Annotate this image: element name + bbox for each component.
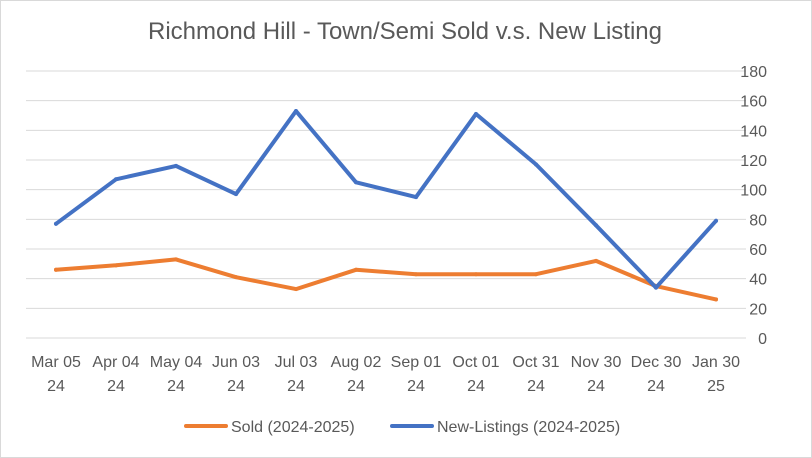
series-line-1 (54, 109, 718, 290)
x-tick-label: Aug 02 (331, 354, 382, 371)
series-line-0 (54, 257, 718, 302)
y-tick-label: 80 (749, 212, 767, 229)
data-point (294, 109, 298, 114)
x-tick-label-year: 24 (347, 378, 365, 395)
y-tick-label: 140 (740, 123, 767, 140)
data-point (294, 287, 298, 292)
y-axis-ticks: 0 20 40 60 80 100 120 140 160 180 (740, 64, 767, 348)
data-point (354, 180, 358, 185)
data-point (354, 267, 358, 272)
gridlines (26, 70, 746, 339)
x-tick-label-year: 24 (167, 378, 185, 395)
y-tick-label: 100 (740, 183, 767, 200)
data-point (54, 221, 58, 226)
data-point (714, 297, 718, 302)
data-point (654, 285, 658, 290)
y-tick-label: 40 (749, 272, 767, 289)
x-tick-label: Nov 30 (571, 354, 622, 371)
y-tick-label: 20 (749, 301, 767, 318)
series-lines (54, 109, 718, 302)
x-tick-label-year: 24 (47, 378, 65, 395)
y-tick-label: 0 (758, 331, 767, 348)
data-point (594, 223, 598, 228)
x-tick-label: Oct 31 (512, 354, 559, 371)
y-tick-label: 120 (740, 153, 767, 170)
x-tick-label-year: 24 (107, 378, 125, 395)
x-tick-label: Apr 04 (92, 354, 139, 371)
x-tick-label-year: 24 (647, 378, 665, 395)
data-point (114, 177, 118, 182)
data-point (114, 263, 118, 268)
x-tick-label: Oct 01 (452, 354, 499, 371)
y-tick-label: 60 (749, 242, 767, 259)
data-point (534, 272, 538, 277)
data-point (234, 275, 238, 280)
x-tick-label-year: 24 (587, 378, 605, 395)
x-tick-label: Jun 03 (212, 354, 260, 371)
data-point (174, 257, 178, 262)
x-tick-label-year: 24 (407, 378, 425, 395)
x-tick-label-year: 25 (707, 378, 725, 395)
x-tick-label-year: 24 (527, 378, 545, 395)
x-tick-label: Jan 30 (692, 354, 740, 371)
data-point (414, 272, 418, 277)
data-point (594, 258, 598, 263)
data-point (474, 112, 478, 117)
data-point (714, 218, 718, 223)
data-point (534, 162, 538, 167)
data-point (414, 195, 418, 200)
x-tick-label: Mar 05 (31, 354, 81, 371)
legend: Sold (2024-2025) New-Listings (2024-2025) (184, 419, 620, 436)
legend-label: New-Listings (2024-2025) (437, 419, 620, 436)
x-tick-label: May 04 (150, 354, 203, 371)
x-tick-label-year: 24 (227, 378, 245, 395)
x-tick-label: Jul 03 (275, 354, 318, 371)
x-tick-label-year: 24 (287, 378, 305, 395)
x-axis-ticks: Mar 05 24 Apr 04 24 May 04 24 Jun 03 24 Jul 03 24… (31, 354, 740, 395)
x-tick-label: Dec 30 (631, 354, 682, 371)
data-point (474, 272, 478, 277)
chart-title: Richmond Hill - Town/Semi Sold v.s. New … (148, 18, 662, 45)
y-tick-label: 160 (740, 94, 767, 111)
legend-label: Sold (2024-2025) (231, 419, 355, 436)
x-tick-label-year: 24 (467, 378, 485, 395)
data-point (54, 267, 58, 272)
y-tick-label: 180 (740, 64, 767, 81)
data-point (174, 163, 178, 168)
data-point (234, 192, 238, 197)
x-tick-label: Sep 01 (391, 354, 442, 371)
